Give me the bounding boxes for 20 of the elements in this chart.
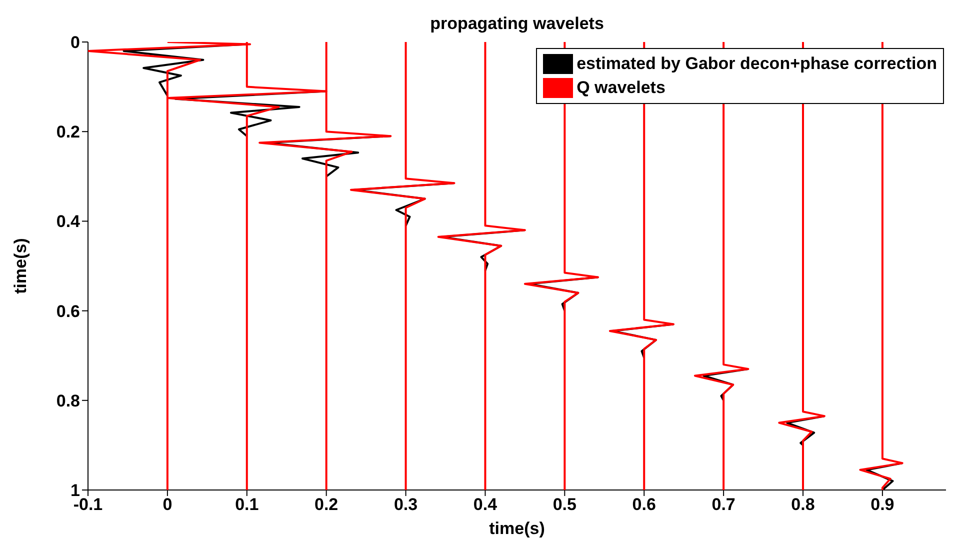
x-tick-label: 0.9	[870, 495, 894, 514]
y-tick-label: 0	[70, 33, 80, 52]
y-tick-label: 0.4	[56, 212, 81, 232]
y-tick-label: 0.2	[56, 122, 80, 142]
y-axis-title: time(s)	[11, 238, 30, 294]
x-tick-label: 0.7	[712, 495, 736, 514]
chart-title: propagating wavelets	[429, 14, 605, 34]
x-tick-label: 0.2	[314, 495, 338, 514]
y-tick-label: 0.8	[56, 391, 80, 410]
legend-label: Q wavelets	[576, 77, 666, 99]
x-tick-label: 0.6	[632, 495, 656, 514]
x-tick-label: 0	[162, 495, 172, 514]
x-axis-title: time(s)	[489, 519, 545, 538]
x-tick-label: 0.4	[473, 495, 498, 514]
legend-label: estimated by Gabor decon+phase correction	[576, 53, 937, 75]
y-tick-label: 0.6	[56, 302, 80, 321]
x-tick-label: 0.3	[394, 495, 418, 514]
x-tick-label: 0.8	[791, 495, 815, 514]
x-tick-label: 0.5	[552, 495, 576, 514]
x-tick-label: 0.1	[235, 495, 259, 514]
